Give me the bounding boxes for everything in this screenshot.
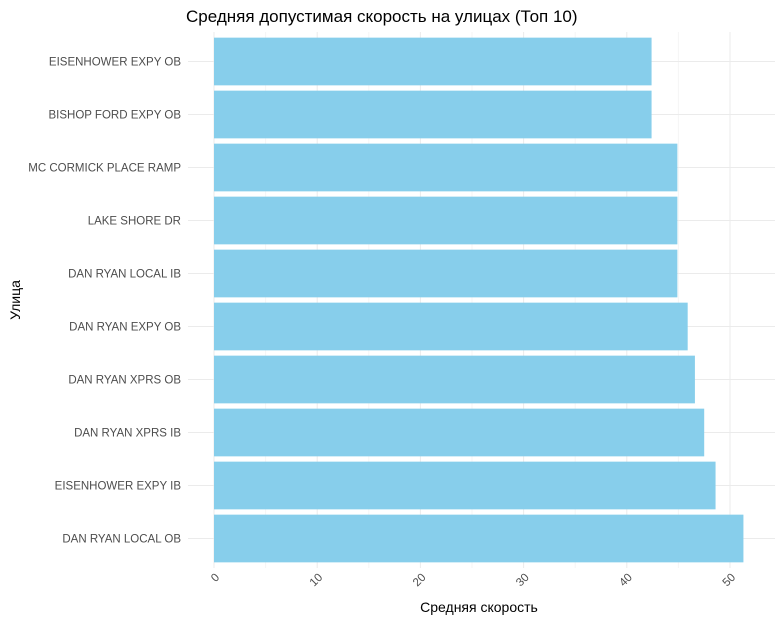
bar (214, 90, 652, 139)
bar (214, 249, 678, 298)
bar (214, 461, 716, 510)
x-tick-labels: 0 10 20 30 40 50 (209, 572, 738, 590)
bar (214, 143, 678, 192)
y-tick-label: EISENHOWER EXPY IB (55, 481, 182, 493)
x-tick-label: 30 (514, 572, 532, 590)
x-tick-label: 0 (209, 572, 222, 585)
y-tick-label: BISHOP FORD EXPY OB (48, 110, 181, 122)
y-tick-label: DAN RYAN LOCAL IB (68, 269, 181, 281)
bar (214, 196, 678, 245)
y-tick-label: DAN RYAN LOCAL OB (62, 534, 181, 546)
x-axis-title: Средняя скорость (420, 599, 538, 615)
chart-title: Средняя допустимая скорость на улицах (Т… (186, 7, 578, 26)
x-tick-label: 10 (308, 572, 326, 590)
bar (214, 514, 744, 563)
bar (214, 302, 688, 351)
y-tick-label: MC CORMICK PLACE RAMP (28, 163, 181, 175)
y-tick-labels: DAN RYAN LOCAL OB EISENHOWER EXPY IB DAN R… (28, 57, 181, 546)
y-tick-label: DAN RYAN XPRS IB (74, 428, 181, 440)
y-tick-label: DAN RYAN XPRS OB (68, 375, 181, 387)
y-axis-title: Улица (7, 280, 23, 320)
x-tick-label: 20 (411, 572, 429, 590)
y-tick-label: EISENHOWER EXPY OB (49, 57, 181, 69)
bars (214, 37, 744, 563)
x-tick-label: 50 (721, 572, 739, 590)
bar (214, 37, 652, 86)
y-tick-label: DAN RYAN EXPY OB (69, 322, 181, 334)
y-tick-label: LAKE SHORE DR (88, 216, 181, 228)
x-tick-label: 40 (617, 572, 635, 590)
bar (214, 355, 695, 404)
bar (214, 408, 705, 457)
